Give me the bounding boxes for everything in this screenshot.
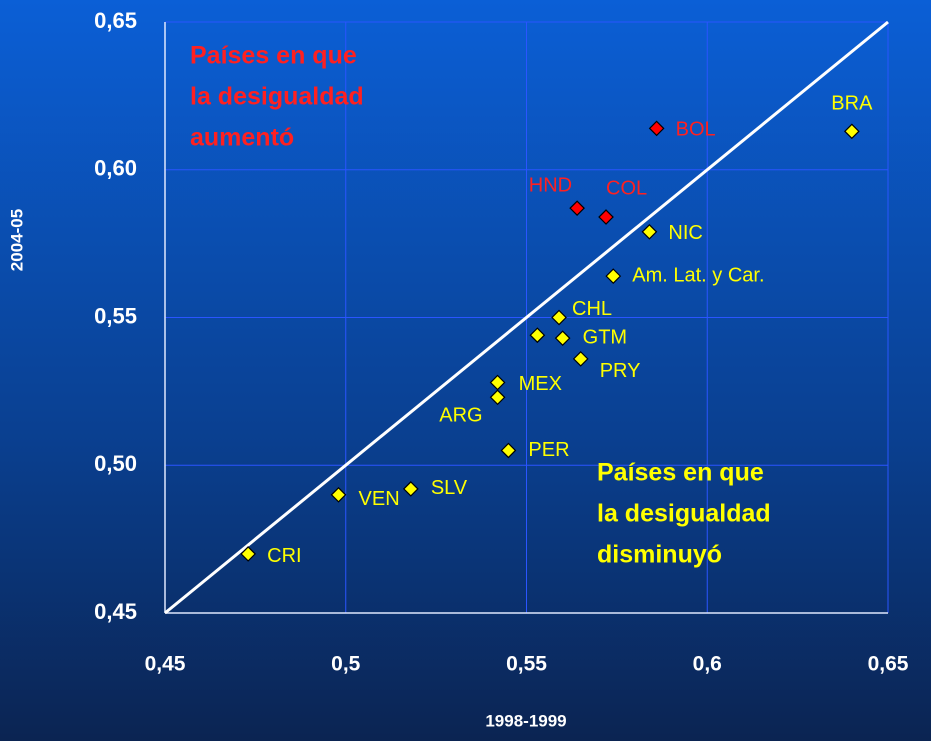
- annotation: la desigualdad: [597, 500, 771, 528]
- point-label: ARG: [439, 405, 482, 427]
- annotation: la desigualdad: [190, 83, 364, 111]
- point-label: HND: [529, 174, 572, 196]
- annotation: Países en que: [597, 459, 764, 487]
- point: [641, 223, 658, 240]
- point-label: PER: [528, 439, 569, 461]
- point: [605, 268, 622, 284]
- point-label: SLV: [431, 477, 468, 499]
- annotation: aumentó: [190, 124, 294, 152]
- point: [402, 481, 419, 497]
- point: [844, 123, 860, 140]
- y-tick-label: 0,45: [94, 599, 137, 624]
- x-tick-label: 0,55: [506, 653, 547, 676]
- y-tick-label: 0,60: [94, 156, 137, 181]
- y-tick-label: 0,65: [94, 8, 137, 33]
- point: [648, 120, 665, 137]
- point-label: CHL: [572, 298, 612, 320]
- point: [554, 330, 571, 347]
- point-label: Am. Lat. y Car.: [632, 264, 764, 286]
- point: [598, 209, 614, 225]
- point-label: GTM: [583, 326, 627, 348]
- point: [240, 546, 256, 562]
- point: [500, 442, 517, 459]
- point-label: VEN: [359, 488, 400, 510]
- point-label: COL: [606, 177, 647, 199]
- point-label: BOL: [676, 119, 716, 141]
- annotation: Países en que: [190, 42, 357, 70]
- x-tick-label: 0,5: [331, 653, 361, 676]
- x-axis-title: 1998-1999: [485, 711, 566, 730]
- x-tick-label: 0,6: [693, 653, 722, 676]
- point-label: NIC: [668, 222, 702, 244]
- point: [569, 200, 585, 217]
- y-tick-label: 0,50: [94, 451, 137, 476]
- point-label: MEX: [519, 373, 562, 395]
- point: [572, 351, 589, 367]
- point: [551, 309, 567, 326]
- point: [529, 327, 546, 344]
- point: [489, 389, 506, 406]
- point: [330, 486, 347, 503]
- annotation: disminuyó: [597, 541, 722, 569]
- point-label: PRY: [600, 360, 641, 382]
- x-tick-label: 0,65: [868, 653, 909, 676]
- point: [489, 374, 506, 391]
- y-axis-title: 2004-05: [7, 209, 26, 271]
- x-tick-label: 0,45: [145, 653, 186, 676]
- y-tick-label: 0,55: [94, 303, 137, 328]
- point-label: CRI: [267, 545, 301, 567]
- diagonal: [164, 20, 889, 615]
- point-label: BRA: [831, 93, 873, 115]
